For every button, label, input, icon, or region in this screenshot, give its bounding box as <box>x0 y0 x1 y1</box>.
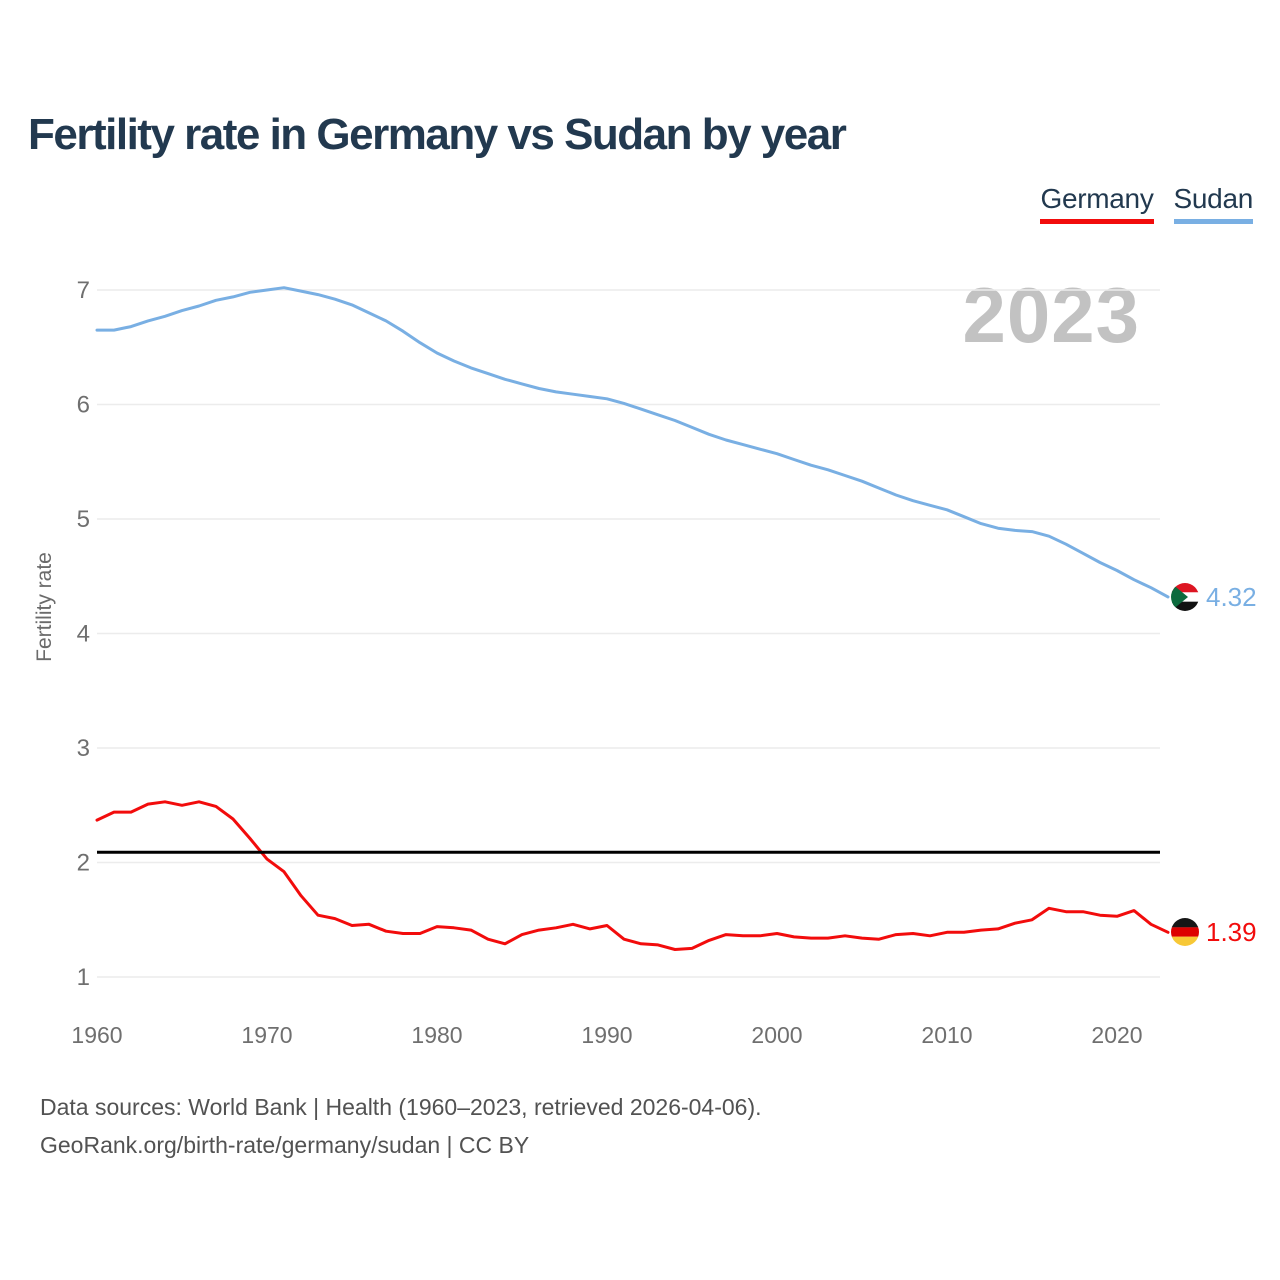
sudan-flag-icon <box>1171 583 1199 611</box>
x-axis-tick-label: 2010 <box>921 1022 972 1048</box>
y-axis-tick-label: 4 <box>77 621 90 648</box>
footer-sources-line: Data sources: World Bank | Health (1960–… <box>40 1094 762 1120</box>
sudan-series-line <box>95 286 1170 599</box>
x-axis-tick-label: 1990 <box>581 1022 632 1048</box>
footer: Data sources: World Bank | Health (1960–… <box>40 1088 762 1164</box>
germany-series-line <box>95 800 1170 951</box>
germany-flag-icon <box>1171 918 1199 946</box>
germany-end-value-label: 1.39 <box>1206 917 1257 947</box>
sudan-legend-underline <box>1173 219 1253 224</box>
x-axis-tick-label: 1960 <box>71 1022 122 1048</box>
legend-label-germany: Germany <box>1040 183 1154 214</box>
legend-item-germany[interactable]: Germany <box>1040 183 1154 224</box>
y-axis-tick-label: 5 <box>77 506 90 533</box>
x-axis-tick-label: 1970 <box>241 1022 292 1048</box>
x-axis-tick-label: 2020 <box>1091 1022 1142 1048</box>
footer-license-line: GeoRank.org/birth-rate/germany/sudan | C… <box>40 1132 530 1158</box>
legend-item-sudan[interactable]: Sudan <box>1173 183 1254 224</box>
y-axis-tick-label: 2 <box>77 850 90 877</box>
page-title: Fertility rate in Germany vs Sudan by ye… <box>28 110 847 159</box>
legend-label-sudan: Sudan <box>1173 183 1254 214</box>
germany-legend-underline <box>1040 219 1154 224</box>
legend: Germany Sudan <box>1040 183 1253 224</box>
x-axis-tick-label: 1980 <box>411 1022 462 1048</box>
x-axis-tick-label: 2000 <box>751 1022 802 1048</box>
y-axis-tick-label: 7 <box>77 277 90 304</box>
y-axis-tick-label: 3 <box>77 735 90 762</box>
sudan-end-value-label: 4.32 <box>1206 582 1257 612</box>
year-watermark: 2023 <box>962 271 1140 359</box>
y-axis-tick-label: 1 <box>77 964 90 991</box>
y-axis-tick-label: 6 <box>77 392 90 419</box>
